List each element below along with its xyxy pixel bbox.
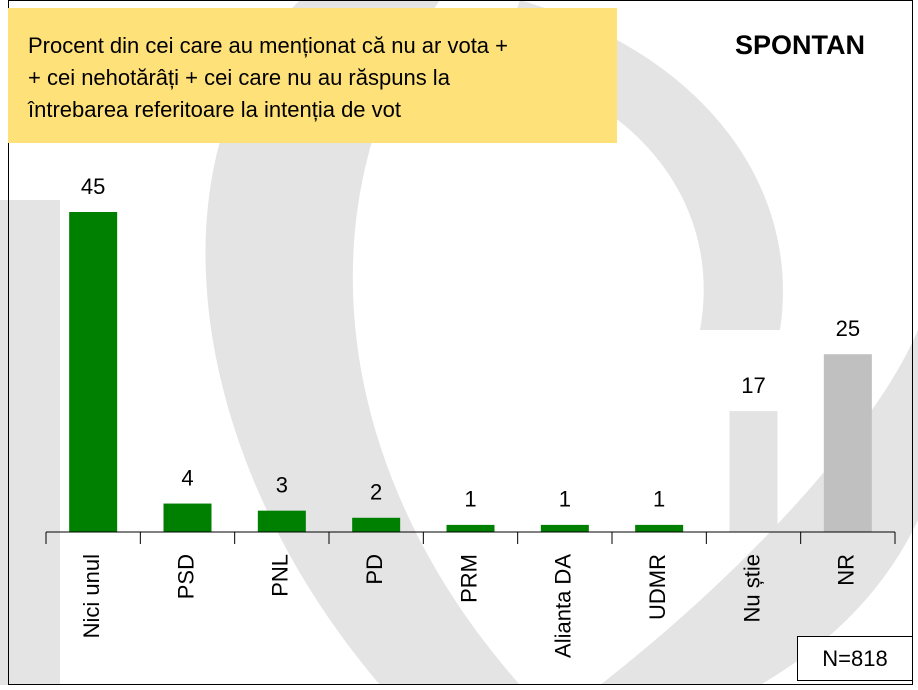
x-tick-label: Nici unul bbox=[79, 554, 104, 638]
value-label: 2 bbox=[370, 480, 382, 505]
chart-title: SPONTAN bbox=[735, 30, 865, 60]
annotation-line: întrebarea referitoare la intenția de vo… bbox=[27, 97, 401, 122]
bar bbox=[635, 524, 684, 532]
value-label: 3 bbox=[276, 472, 288, 497]
annotation-line: + cei nehotărâți + cei care nu au răspun… bbox=[28, 65, 451, 90]
value-label: 1 bbox=[653, 487, 665, 512]
bar bbox=[69, 212, 118, 532]
bar bbox=[540, 524, 589, 532]
x-tick-label: Nu știe bbox=[739, 554, 764, 622]
note: N=818 bbox=[822, 646, 887, 671]
bar bbox=[729, 411, 778, 532]
x-tick-label: NR bbox=[834, 554, 859, 586]
value-label: 25 bbox=[836, 316, 860, 341]
bar bbox=[823, 354, 872, 532]
bar bbox=[352, 517, 401, 532]
value-label: 45 bbox=[81, 174, 105, 199]
x-tick-label: PRM bbox=[456, 554, 481, 603]
value-label: 17 bbox=[741, 373, 765, 398]
value-label: 1 bbox=[559, 487, 571, 512]
bar bbox=[446, 524, 495, 532]
x-tick-label: PSD bbox=[173, 554, 198, 599]
note-box bbox=[797, 636, 913, 681]
annotation-line: Procent din cei care au menționat că nu … bbox=[28, 33, 508, 58]
annotation-box bbox=[8, 8, 617, 143]
watermark bbox=[600, 330, 918, 685]
x-tick-label: PNL bbox=[268, 554, 293, 597]
watermark bbox=[0, 200, 60, 685]
x-tick-label: UDMR bbox=[645, 554, 670, 620]
value-label: 4 bbox=[181, 465, 193, 490]
x-tick-label: PD bbox=[362, 554, 387, 585]
bar bbox=[163, 503, 212, 532]
x-tick-label: Alianta DA bbox=[551, 554, 576, 658]
value-label: 1 bbox=[464, 487, 476, 512]
bar bbox=[257, 510, 306, 532]
